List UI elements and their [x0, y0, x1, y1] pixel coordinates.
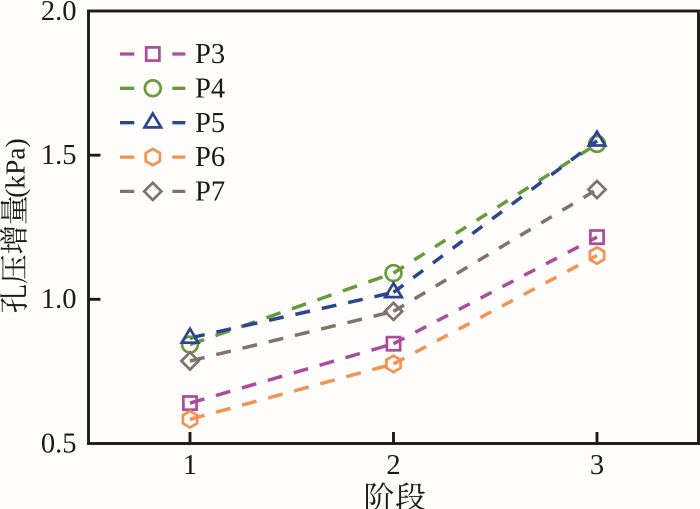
- svg-text:P6: P6: [195, 142, 225, 173]
- svg-text:2.0: 2.0: [41, 0, 77, 27]
- svg-text:1: 1: [183, 450, 197, 481]
- svg-text:P3: P3: [195, 39, 225, 70]
- svg-text:P7: P7: [195, 177, 225, 208]
- svg-text:0.5: 0.5: [41, 428, 77, 459]
- svg-text:3: 3: [590, 450, 604, 481]
- svg-text:P4: P4: [195, 74, 225, 105]
- svg-text:2: 2: [386, 450, 400, 481]
- svg-text:P5: P5: [195, 108, 225, 139]
- svg-text:(kPa): (kPa): [0, 138, 31, 198]
- svg-text:1.5: 1.5: [41, 140, 77, 171]
- svg-text:1.0: 1.0: [41, 284, 77, 315]
